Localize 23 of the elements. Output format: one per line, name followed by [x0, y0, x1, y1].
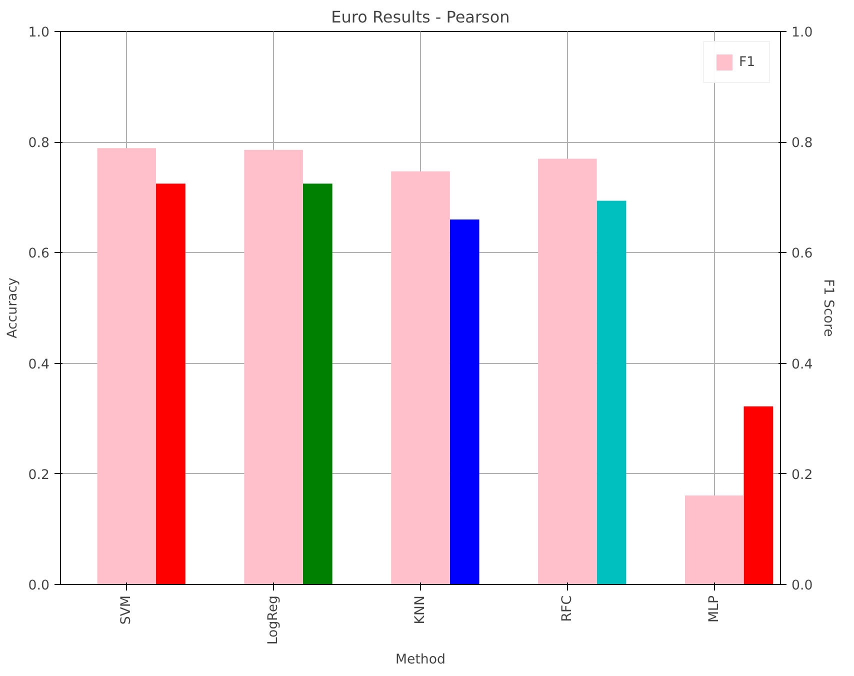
y-tick-label: 0.0 [28, 578, 50, 594]
y2-tick-label: 0.2 [792, 468, 813, 483]
x-tick-label: RFC [560, 596, 575, 622]
x-axis-title: Method [396, 652, 446, 668]
y-tick-label: 0.6 [28, 246, 50, 262]
y2-tick-label: 1.0 [792, 26, 813, 40]
x-tick-label: KNN [413, 595, 428, 624]
legend-label: F1 [739, 54, 756, 70]
bar [744, 406, 774, 584]
y2-tick-label: 0.6 [792, 246, 813, 262]
y2-axis-title: F1 Score [820, 279, 836, 337]
y-axis-title: Accuracy [5, 277, 20, 338]
y-tick-label: 0.8 [28, 136, 50, 152]
x-tick-label: MLP [706, 595, 722, 622]
y2-tick-label: 0.4 [792, 357, 813, 372]
chart-title: Euro Results - Pearson [331, 8, 510, 26]
y2-tick-label: 0.0 [792, 578, 813, 594]
y-tick-label: 0.2 [28, 468, 50, 483]
y-tick-label: 1.0 [28, 26, 50, 40]
x-tick-label: SVM [119, 596, 134, 625]
y-tick-label: 0.4 [28, 357, 50, 372]
x-tick-label: LogReg [266, 595, 282, 645]
y2-tick-label: 0.8 [792, 136, 813, 152]
